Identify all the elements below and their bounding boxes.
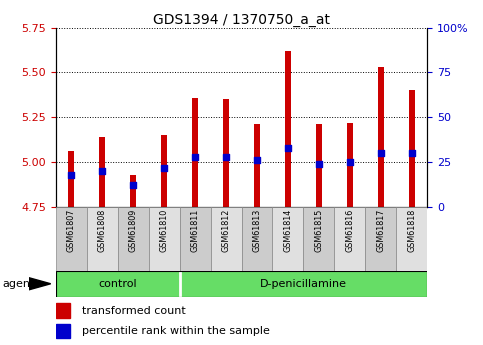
Text: GSM61817: GSM61817 <box>376 209 385 252</box>
Bar <box>223 99 229 207</box>
Text: GSM61811: GSM61811 <box>190 209 199 252</box>
Text: GSM61814: GSM61814 <box>284 209 293 252</box>
Point <box>222 154 230 159</box>
Text: GSM61818: GSM61818 <box>408 209 416 252</box>
FancyBboxPatch shape <box>366 207 397 271</box>
Text: D-penicillamine: D-penicillamine <box>260 279 347 289</box>
FancyBboxPatch shape <box>117 207 149 271</box>
FancyBboxPatch shape <box>303 207 334 271</box>
Bar <box>254 125 260 207</box>
Point <box>191 154 199 159</box>
Bar <box>99 137 105 207</box>
Bar <box>285 51 291 207</box>
Bar <box>56 324 71 338</box>
Point <box>160 165 168 170</box>
Point <box>284 145 292 150</box>
FancyBboxPatch shape <box>86 207 117 271</box>
Bar <box>56 271 180 297</box>
Point <box>346 159 354 165</box>
Text: GSM61812: GSM61812 <box>222 209 230 252</box>
Bar <box>347 123 353 207</box>
Bar <box>56 303 71 317</box>
Text: GSM61810: GSM61810 <box>159 209 169 252</box>
Bar <box>130 175 136 207</box>
FancyBboxPatch shape <box>397 207 427 271</box>
FancyBboxPatch shape <box>242 207 272 271</box>
Bar <box>192 98 198 207</box>
FancyBboxPatch shape <box>272 207 303 271</box>
Point <box>129 183 137 188</box>
Text: agent: agent <box>2 279 35 289</box>
FancyBboxPatch shape <box>334 207 366 271</box>
Point <box>408 150 416 156</box>
FancyBboxPatch shape <box>180 207 211 271</box>
Text: GSM61808: GSM61808 <box>98 209 107 252</box>
FancyBboxPatch shape <box>211 207 242 271</box>
Point <box>67 172 75 177</box>
Bar <box>316 125 322 207</box>
Text: GSM61816: GSM61816 <box>345 209 355 252</box>
Polygon shape <box>29 278 51 290</box>
Title: GDS1394 / 1370750_a_at: GDS1394 / 1370750_a_at <box>153 12 330 27</box>
FancyBboxPatch shape <box>149 207 180 271</box>
Text: GSM61815: GSM61815 <box>314 209 324 252</box>
Text: percentile rank within the sample: percentile rank within the sample <box>82 326 270 336</box>
Text: transformed count: transformed count <box>82 306 185 315</box>
Text: GSM61813: GSM61813 <box>253 209 261 252</box>
Point <box>377 150 385 156</box>
Point <box>253 158 261 163</box>
FancyBboxPatch shape <box>56 207 86 271</box>
Text: control: control <box>98 279 137 289</box>
Text: GSM61807: GSM61807 <box>67 209 75 252</box>
Bar <box>180 271 427 297</box>
Bar <box>161 135 167 207</box>
Bar <box>68 151 74 207</box>
Bar <box>378 67 384 207</box>
Text: GSM61809: GSM61809 <box>128 209 138 252</box>
Bar <box>409 90 415 207</box>
Point <box>315 161 323 167</box>
Point <box>98 168 106 174</box>
